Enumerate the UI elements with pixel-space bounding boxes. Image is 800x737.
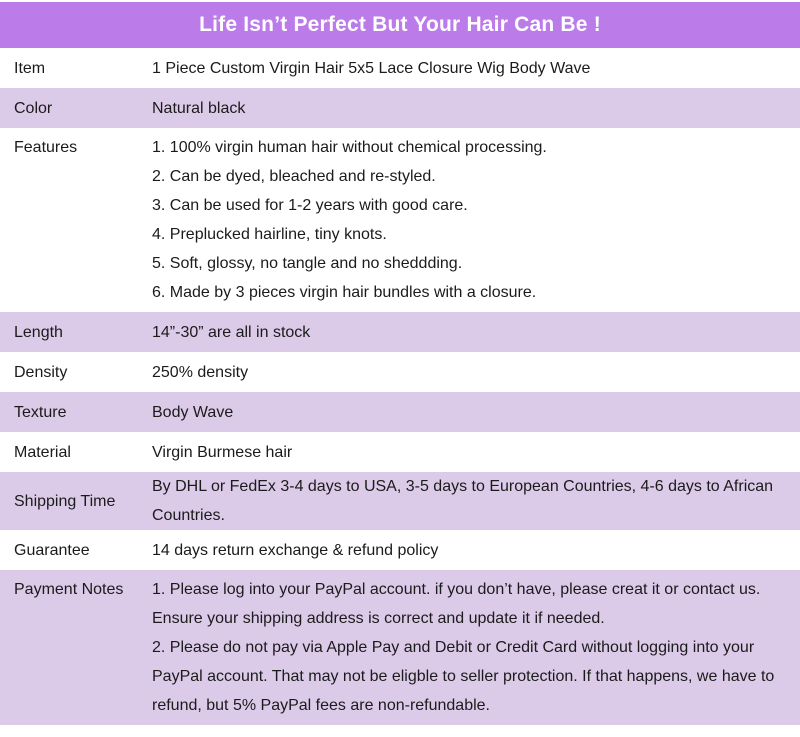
promo-banner-title: Life Isn’t Perfect But Your Hair Can Be … bbox=[199, 13, 601, 36]
spec-row: Payment Notes 1. Please log into your Pa… bbox=[0, 570, 800, 725]
spec-value-line: 2. Can be dyed, bleached and re-styled. bbox=[152, 168, 436, 185]
spec-row-label: Guarantee bbox=[14, 541, 90, 559]
spec-row-label: Payment Notes bbox=[14, 581, 124, 598]
spec-row-value: 1 Piece Custom Virgin Hair 5x5 Lace Clos… bbox=[152, 54, 800, 83]
spec-row-label: Density bbox=[14, 363, 68, 381]
spec-row-label: Texture bbox=[14, 403, 67, 421]
spec-row-value: 14 days return exchange & refund policy bbox=[152, 536, 800, 565]
spec-value-line: 14”-30” are all in stock bbox=[152, 323, 311, 341]
spec-row-label: Length bbox=[14, 323, 63, 341]
spec-value-line: Virgin Burmese hair bbox=[152, 443, 293, 461]
spec-value-line: 250% density bbox=[152, 363, 249, 381]
product-spec-table: Item 1 Piece Custom Virgin Hair 5x5 Lace… bbox=[0, 48, 800, 725]
spec-row-value: Body Wave bbox=[152, 398, 800, 427]
spec-row: Material Virgin Burmese hair bbox=[0, 432, 800, 472]
spec-row: Texture Body Wave bbox=[0, 392, 800, 432]
spec-row-label: Features bbox=[14, 139, 78, 156]
spec-row: Shipping Time By DHL or FedEx 3-4 days t… bbox=[0, 472, 800, 530]
promo-banner: Life Isn’t Perfect But Your Hair Can Be … bbox=[0, 2, 800, 48]
spec-value-line: 6. Made by 3 pieces virgin hair bundles … bbox=[152, 284, 537, 301]
spec-row-label: Shipping Time bbox=[14, 492, 116, 510]
spec-value-line: 3. Can be used for 1-2 years with good c… bbox=[152, 197, 468, 214]
spec-row-value: 1. 100% virgin human hair without chemic… bbox=[152, 133, 800, 307]
spec-value-line: 4. Preplucked hairline, tiny knots. bbox=[152, 226, 387, 243]
spec-value-line: Natural black bbox=[152, 99, 246, 117]
spec-row-label: Color bbox=[14, 99, 53, 117]
spec-row-value: Virgin Burmese hair bbox=[152, 438, 800, 467]
spec-row-value: 250% density bbox=[152, 358, 800, 387]
spec-value-line: 1. Please log into your PayPal account. … bbox=[152, 581, 761, 627]
spec-row-label: Item bbox=[14, 59, 46, 77]
spec-value-line: 1 Piece Custom Virgin Hair 5x5 Lace Clos… bbox=[152, 59, 591, 77]
spec-value-line: 1. 100% virgin human hair without chemic… bbox=[152, 139, 547, 156]
spec-row: Length 14”-30” are all in stock bbox=[0, 312, 800, 352]
spec-value-line: 14 days return exchange & refund policy bbox=[152, 541, 439, 559]
spec-row-value: Natural black bbox=[152, 94, 800, 123]
spec-row: Density 250% density bbox=[0, 352, 800, 392]
spec-value-line: 2. Please do not pay via Apple Pay and D… bbox=[152, 639, 775, 714]
spec-value-line: By DHL or FedEx 3-4 days to USA, 3-5 day… bbox=[152, 478, 774, 524]
spec-row-value: 14”-30” are all in stock bbox=[152, 318, 800, 347]
spec-row-value: By DHL or FedEx 3-4 days to USA, 3-5 day… bbox=[152, 472, 800, 530]
spec-row: Guarantee 14 days return exchange & refu… bbox=[0, 530, 800, 570]
spec-row-label: Material bbox=[14, 443, 71, 461]
spec-row: Item 1 Piece Custom Virgin Hair 5x5 Lace… bbox=[0, 48, 800, 88]
spec-value-line: Body Wave bbox=[152, 403, 234, 421]
spec-value-line: 5. Soft, glossy, no tangle and no sheddd… bbox=[152, 255, 463, 272]
spec-row: Color Natural black bbox=[0, 88, 800, 128]
spec-row-value: 1. Please log into your PayPal account. … bbox=[152, 575, 800, 720]
spec-row: Features 1. 100% virgin human hair witho… bbox=[0, 128, 800, 312]
